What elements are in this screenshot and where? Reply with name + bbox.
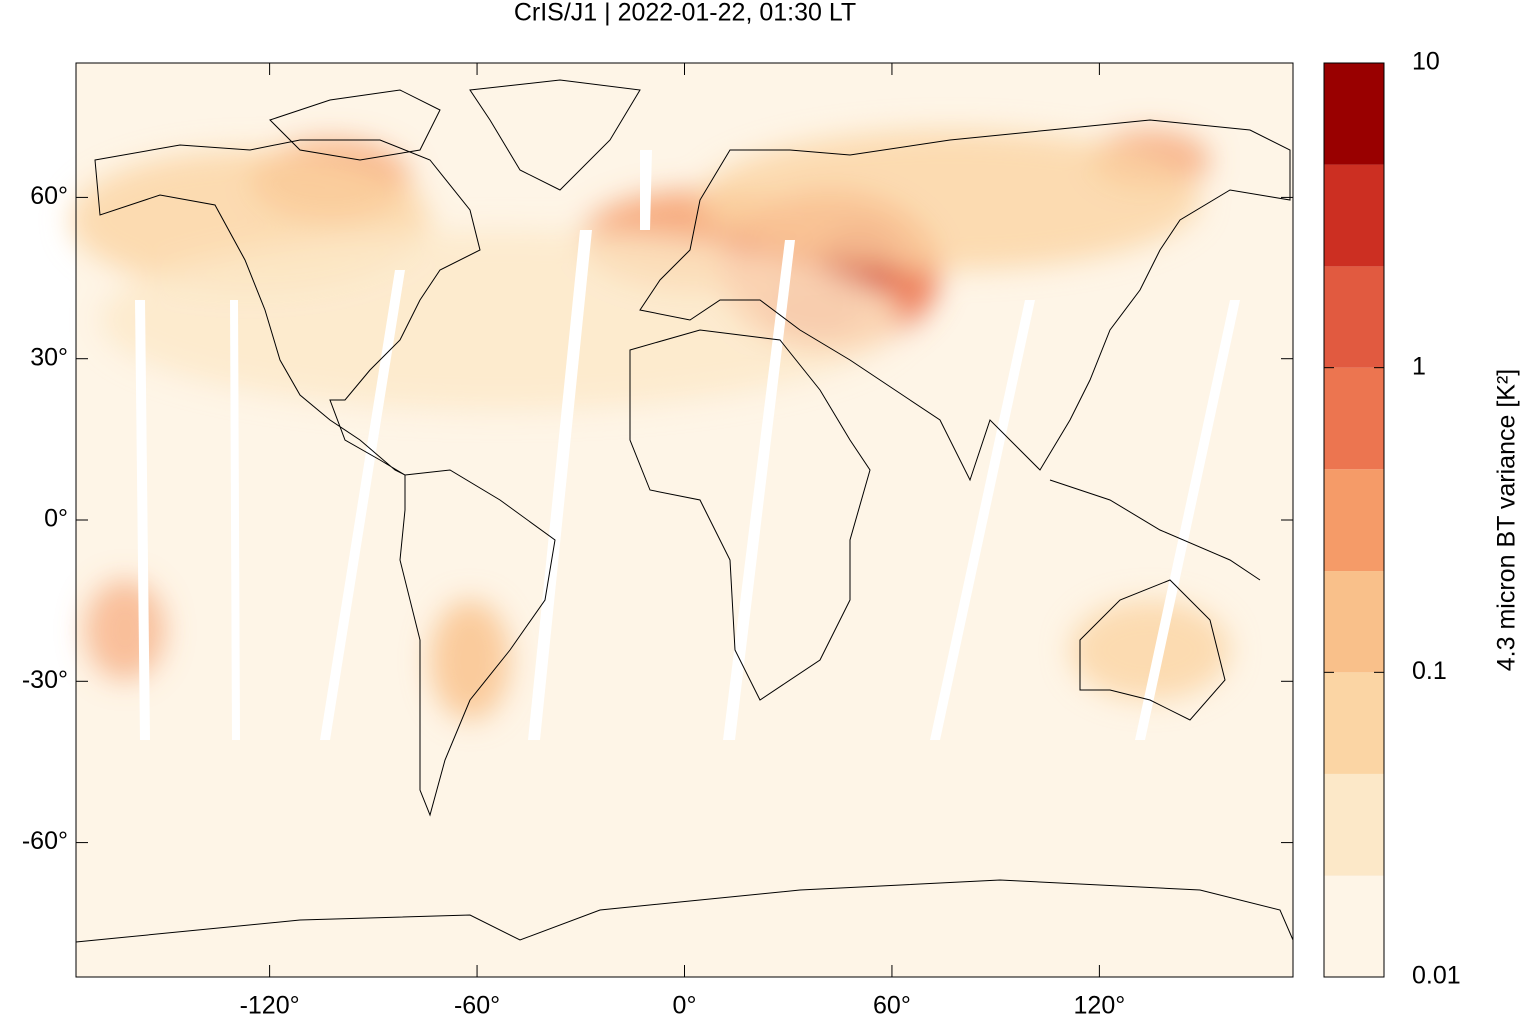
colorbar-band — [1324, 367, 1384, 470]
colorbar-band — [1324, 164, 1384, 267]
colorbar-tick-label: 0.01 — [1412, 962, 1461, 990]
coastlines — [75, 79, 1294, 943]
y-tick-label: 60° — [30, 182, 68, 210]
x-tick-label: 120° — [1074, 992, 1126, 1020]
colorbar-frame — [1323, 62, 1385, 978]
colorbar-band — [1324, 266, 1384, 368]
colorbar-band — [1324, 63, 1384, 165]
y-tick-label: -30° — [22, 666, 68, 694]
swath-gaps — [135, 150, 1240, 740]
colorbar-band — [1324, 571, 1384, 673]
colorbar-band — [1324, 875, 1384, 977]
x-tick-label: -60° — [454, 992, 500, 1020]
x-tick-label: 60° — [873, 992, 911, 1020]
colorbar-label: 4.3 micron BT variance [K²] — [1493, 369, 1521, 671]
y-tick-label: 30° — [30, 343, 68, 371]
heat-field — [70, 130, 1230, 720]
colorbar-band — [1324, 469, 1384, 572]
y-tick-label: 0° — [44, 505, 68, 533]
colorbar-band — [1324, 672, 1384, 774]
colorbar-tick-label: 1 — [1412, 352, 1426, 380]
x-tick-label: -120° — [240, 992, 300, 1020]
colorbar-tick-label: 10 — [1412, 48, 1440, 76]
colorbar-band — [1324, 773, 1384, 876]
colorbar-tick-label: 0.1 — [1412, 657, 1447, 685]
x-tick-label: 0° — [673, 992, 697, 1020]
chart-title: CrIS/J1 | 2022-01-22, 01:30 LT — [514, 0, 856, 27]
y-tick-label: -60° — [22, 827, 68, 855]
